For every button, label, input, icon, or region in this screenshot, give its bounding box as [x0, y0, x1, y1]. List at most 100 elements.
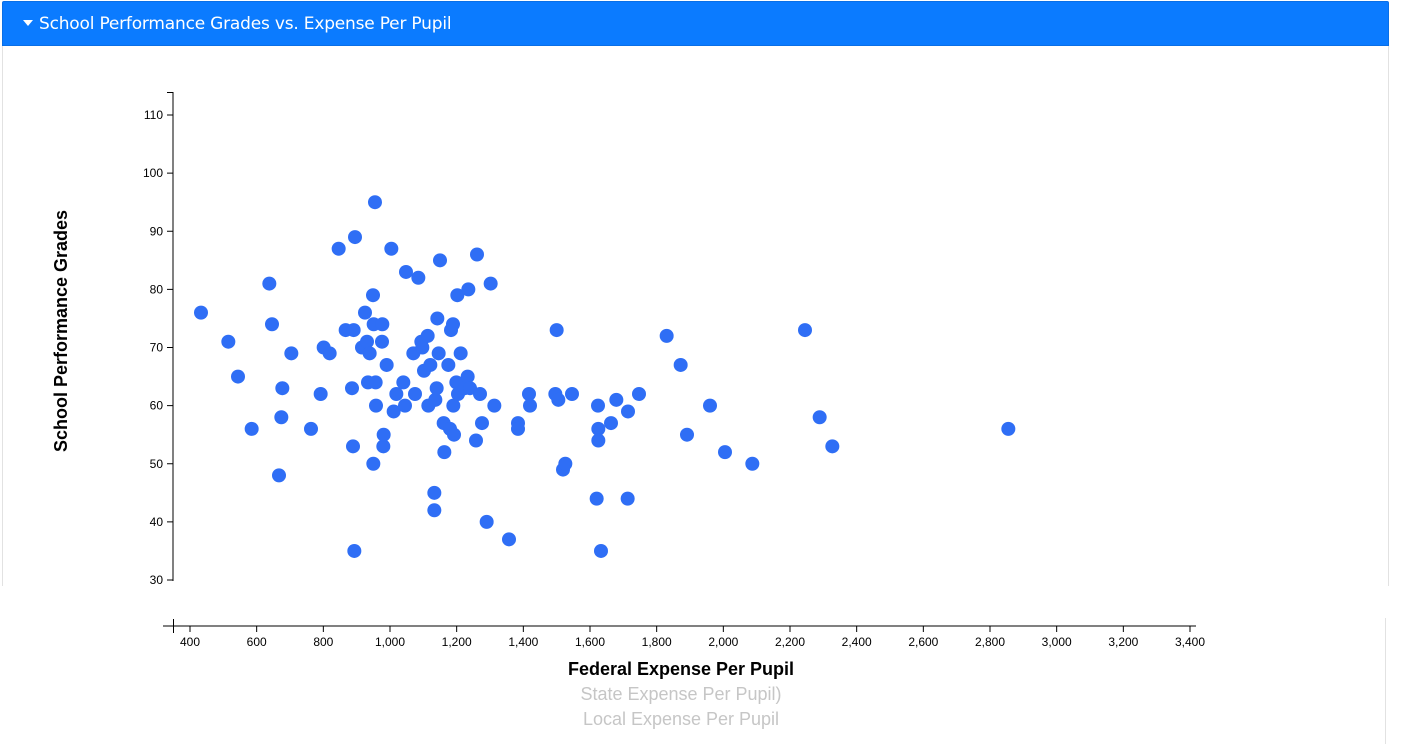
- data-point[interactable]: [347, 543, 362, 558]
- data-point[interactable]: [322, 346, 337, 361]
- data-point[interactable]: [620, 491, 635, 506]
- data-point[interactable]: [812, 410, 827, 425]
- data-point[interactable]: [591, 421, 606, 436]
- data-point[interactable]: [479, 514, 494, 529]
- data-point[interactable]: [621, 404, 635, 419]
- data-point[interactable]: [231, 369, 245, 384]
- data-point[interactable]: [376, 439, 391, 454]
- data-point[interactable]: [262, 276, 277, 291]
- data-point[interactable]: [511, 421, 525, 436]
- data-point[interactable]: [244, 421, 259, 436]
- data-point[interactable]: [331, 241, 346, 256]
- data-point[interactable]: [221, 334, 236, 349]
- data-point[interactable]: [265, 317, 279, 332]
- data-point[interactable]: [446, 398, 461, 413]
- data-point[interactable]: [609, 392, 624, 407]
- data-point[interactable]: [502, 532, 516, 547]
- data-point[interactable]: [275, 381, 290, 396]
- data-point[interactable]: [591, 398, 605, 413]
- data-point[interactable]: [346, 323, 361, 338]
- data-point[interactable]: [441, 357, 456, 372]
- data-point[interactable]: [594, 543, 608, 558]
- data-point[interactable]: [408, 387, 422, 401]
- data-point[interactable]: [475, 416, 489, 431]
- data-point[interactable]: [369, 398, 383, 413]
- data-point[interactable]: [386, 404, 401, 419]
- data-point[interactable]: [431, 346, 446, 361]
- data-point[interactable]: [274, 410, 289, 425]
- data-point[interactable]: [368, 375, 383, 390]
- data-point[interactable]: [399, 264, 413, 279]
- data-point[interactable]: [304, 421, 318, 436]
- data-point[interactable]: [659, 328, 674, 343]
- data-point[interactable]: [313, 387, 328, 401]
- panel-header[interactable]: School Performance Grades vs. Expense Pe…: [2, 1, 1389, 46]
- data-point[interactable]: [522, 387, 536, 401]
- data-point[interactable]: [384, 241, 399, 256]
- data-point[interactable]: [558, 456, 573, 471]
- data-point[interactable]: [469, 433, 483, 448]
- data-point[interactable]: [453, 346, 468, 361]
- data-point[interactable]: [450, 288, 465, 303]
- data-point[interactable]: [446, 317, 460, 332]
- data-point[interactable]: [473, 387, 487, 401]
- data-point[interactable]: [798, 323, 812, 338]
- data-point[interactable]: [420, 328, 435, 343]
- data-point[interactable]: [375, 317, 390, 332]
- data-point[interactable]: [423, 357, 438, 372]
- data-point[interactable]: [430, 311, 445, 326]
- data-point[interactable]: [437, 445, 452, 460]
- data-point[interactable]: [366, 456, 381, 471]
- data-point[interactable]: [362, 346, 377, 361]
- data-point[interactable]: [745, 456, 760, 471]
- data-point[interactable]: [551, 392, 566, 407]
- data-point[interactable]: [591, 433, 606, 448]
- data-point[interactable]: [673, 357, 688, 372]
- data-point[interactable]: [398, 398, 412, 413]
- data-point[interactable]: [284, 346, 299, 361]
- data-point[interactable]: [433, 253, 447, 268]
- data-point[interactable]: [396, 375, 411, 390]
- x-axis-title-federal[interactable]: Federal Expense Per Pupil: [568, 659, 794, 679]
- data-point[interactable]: [703, 398, 717, 413]
- data-point[interactable]: [523, 398, 537, 413]
- data-point[interactable]: [194, 305, 208, 320]
- data-point[interactable]: [429, 381, 444, 396]
- data-point[interactable]: [487, 398, 502, 413]
- data-point[interactable]: [483, 276, 498, 291]
- data-point[interactable]: [461, 282, 476, 297]
- data-point[interactable]: [379, 357, 394, 372]
- data-point[interactable]: [447, 427, 461, 442]
- data-point[interactable]: [718, 445, 732, 460]
- data-point[interactable]: [428, 392, 443, 407]
- data-point[interactable]: [549, 323, 564, 338]
- data-point[interactable]: [565, 387, 579, 401]
- data-point[interactable]: [411, 270, 426, 285]
- data-point[interactable]: [589, 491, 604, 506]
- x-axis-option-local[interactable]: Local Expense Per Pupil: [583, 709, 779, 729]
- data-point[interactable]: [368, 195, 382, 210]
- data-point[interactable]: [358, 305, 372, 320]
- data-point[interactable]: [460, 369, 475, 384]
- data-point[interactable]: [632, 387, 646, 401]
- data-point[interactable]: [345, 381, 359, 396]
- data-point[interactable]: [604, 416, 618, 431]
- data-point[interactable]: [427, 503, 442, 518]
- data-point[interactable]: [375, 334, 389, 349]
- data-point[interactable]: [1001, 421, 1016, 436]
- x-tick-label: 2,600: [908, 635, 938, 649]
- data-point[interactable]: [415, 340, 430, 355]
- y-tick-label: 60: [150, 399, 164, 413]
- x-axis-option-state[interactable]: State Expense Per Pupil): [580, 684, 781, 704]
- data-point[interactable]: [376, 427, 391, 442]
- data-point[interactable]: [680, 427, 694, 442]
- data-point[interactable]: [389, 387, 404, 401]
- data-point[interactable]: [360, 334, 374, 349]
- data-point[interactable]: [272, 468, 286, 483]
- data-point[interactable]: [427, 485, 442, 500]
- data-point[interactable]: [825, 439, 840, 454]
- data-point[interactable]: [348, 230, 362, 245]
- data-point[interactable]: [470, 247, 484, 262]
- data-point[interactable]: [366, 288, 380, 303]
- data-point[interactable]: [346, 439, 360, 454]
